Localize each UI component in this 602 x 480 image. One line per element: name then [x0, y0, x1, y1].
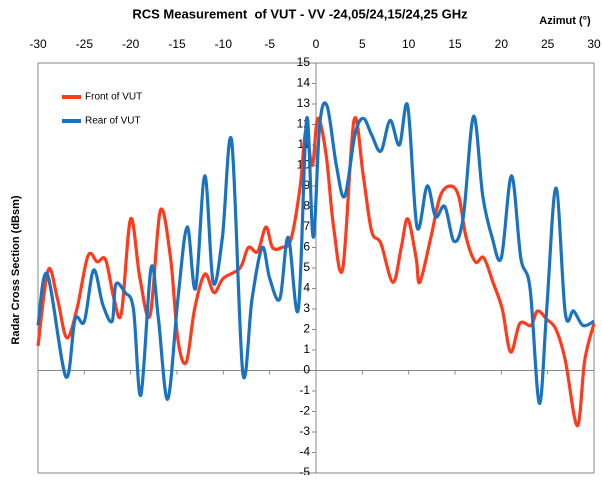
y-tick-label: 5	[303, 260, 310, 274]
x-axis-label: Azimut (°)	[539, 15, 591, 27]
x-tick-label: -15	[168, 37, 186, 51]
x-tick-label: -10	[215, 37, 233, 51]
data-line	[36, 116, 596, 428]
x-tick-label: -30	[29, 37, 47, 51]
x-tick-label: 15	[448, 37, 462, 51]
y-axis-label: Radar Cross Section (dBsm)	[10, 195, 22, 344]
y-tick-label: -1	[299, 383, 310, 397]
y-tick-label: -5	[299, 465, 310, 475]
y-tick-label: 0	[303, 363, 310, 377]
x-tick-label: -25	[76, 37, 94, 51]
y-tick-label: 8	[303, 199, 310, 213]
y-tick-label: 1	[303, 342, 310, 356]
y-tick-label: 4	[303, 281, 310, 295]
x-tick-label: 10	[402, 37, 416, 51]
y-tick-label: 13	[297, 96, 311, 110]
y-tick-label: 7	[303, 219, 310, 233]
y-tick-label: 9	[303, 178, 310, 192]
x-tick-label: -5	[264, 37, 275, 51]
y-tick-label: -4	[299, 445, 310, 459]
legend-label: Front of VUT	[85, 92, 142, 103]
x-tick-label: 5	[359, 37, 366, 51]
x-tick-label: 25	[541, 37, 555, 51]
y-tick-label: 14	[297, 76, 311, 90]
data-line	[36, 101, 595, 405]
x-tick-label: 0	[313, 37, 320, 51]
y-tick-label: 3	[303, 301, 310, 315]
y-tick-label: 15	[297, 55, 311, 69]
y-tick-label: -3	[299, 424, 310, 438]
x-tick-label: -20	[122, 37, 140, 51]
x-tick-label: 20	[495, 37, 509, 51]
legend-label: Rear of VUT	[85, 116, 141, 127]
x-tick-label: 30	[587, 37, 601, 51]
y-tick-label: 6	[303, 240, 310, 254]
chart-title: RCS Measurement of VUT - VV -24,05/24,15…	[132, 6, 468, 21]
y-tick-label: -2	[299, 404, 310, 418]
y-tick-label: 2	[303, 322, 310, 336]
